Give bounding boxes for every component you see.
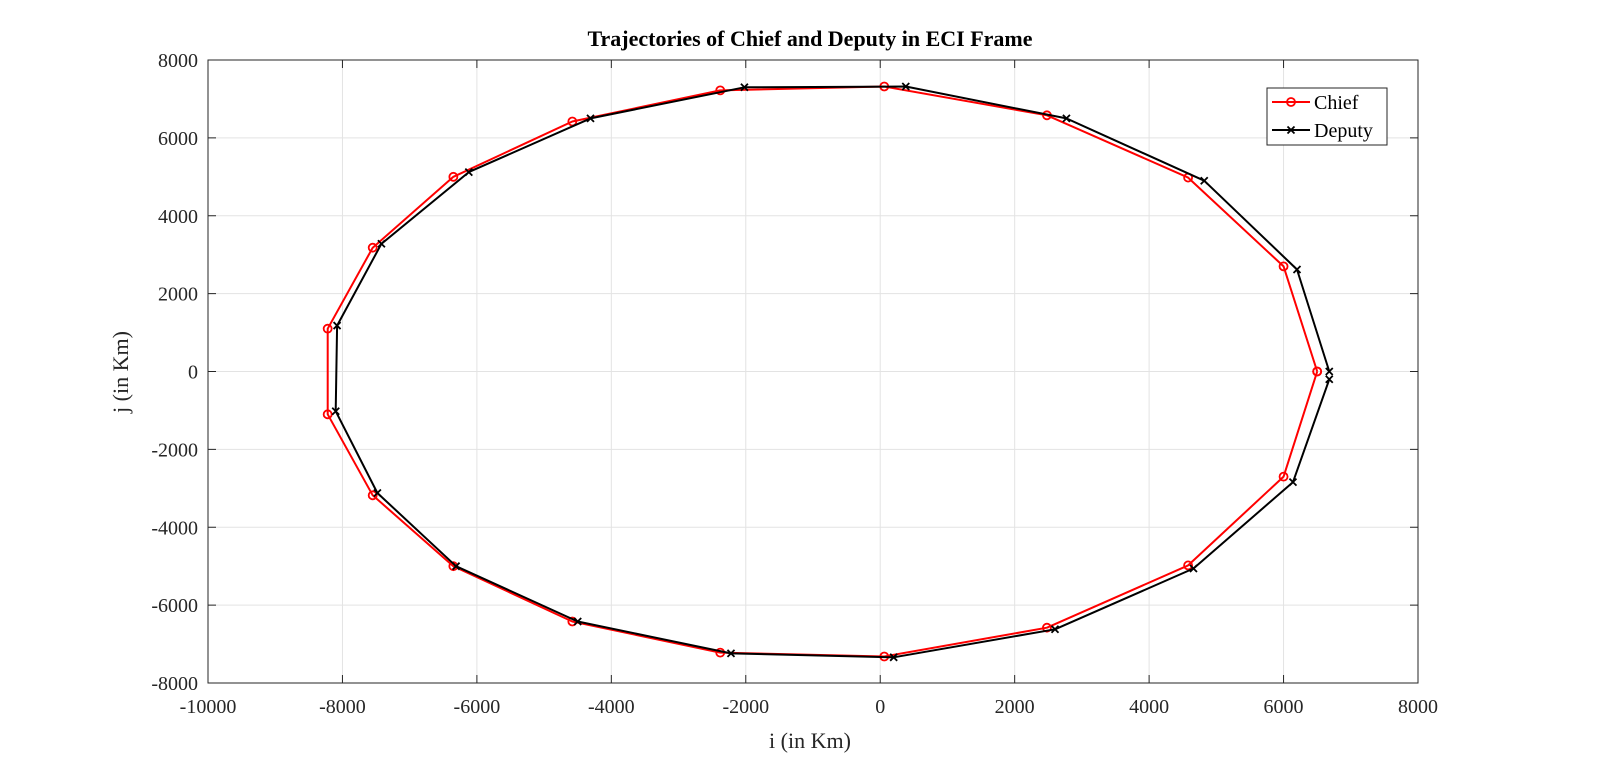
legend-deputy-marker [1286, 125, 1296, 135]
deputy-point [889, 653, 898, 662]
deputy-point [377, 239, 386, 248]
deputy-point [1325, 367, 1334, 376]
deputy-point [573, 617, 582, 626]
deputy-point [451, 562, 461, 571]
deputy-point [726, 649, 736, 658]
deputy-point [464, 168, 473, 177]
y-tick-label: 6000 [158, 128, 198, 150]
x-tick-label: -10000 [180, 696, 237, 718]
legend: Chief Deputy [1266, 87, 1388, 146]
deputy-point [901, 82, 910, 91]
y-tick-label: 8000 [158, 50, 198, 72]
deputy-point [586, 114, 595, 123]
y-tick-label: 0 [188, 362, 198, 384]
x-axis-label: i (in Km) [769, 728, 851, 753]
legend-chief-marker [1286, 97, 1296, 107]
legend-chief-label: Chief [1314, 92, 1359, 114]
x-tick-label: 6000 [1264, 696, 1304, 718]
legend-deputy-label: Deputy [1314, 120, 1373, 142]
deputy-point [1189, 564, 1198, 573]
x-tick-label: 8000 [1398, 696, 1438, 718]
deputy-point [1050, 625, 1060, 634]
y-tick-label: 2000 [158, 284, 198, 306]
y-tick-label: -4000 [151, 517, 198, 539]
deputy-point [1288, 477, 1298, 487]
chief-point [1312, 366, 1323, 377]
y-axis-label: j (in Km) [108, 331, 133, 414]
deputy-point [331, 407, 340, 416]
deputy-point [1325, 375, 1334, 384]
chief-point [322, 409, 333, 420]
deputy-point [740, 83, 749, 92]
x-tick-label: -4000 [588, 696, 635, 718]
y-tick-label: -6000 [151, 595, 198, 617]
x-tick-label: -2000 [722, 696, 769, 718]
x-tick-label: -8000 [319, 696, 366, 718]
x-tick-label: 0 [875, 696, 885, 718]
deputy-point [1062, 114, 1071, 123]
deputy-point [373, 488, 382, 498]
x-tick-label: -6000 [454, 696, 501, 718]
grid-layer [207, 59, 1419, 684]
chief-point [448, 171, 459, 182]
ticks-layer: -10000 -8000 -6000 -4000 -2000 0 2000 4000 6000 8… [151, 50, 1438, 718]
series-layer [322, 81, 1334, 662]
chief-point [367, 242, 378, 253]
deputy-point [1200, 176, 1209, 185]
chief-point [1183, 560, 1193, 571]
deputy-point [332, 321, 342, 330]
y-tick-label: 4000 [158, 206, 198, 228]
deputy-trajectory-line [334, 85, 1331, 659]
deputy-point [1292, 265, 1302, 274]
y-tick-label: -8000 [151, 673, 198, 695]
chief-trajectory-line [326, 85, 1319, 658]
y-tick-label: -2000 [151, 439, 198, 461]
x-tick-label: 4000 [1129, 696, 1169, 718]
chart-title: Trajectories of Chief and Deputy in ECI … [587, 26, 1032, 51]
legend-box [1266, 87, 1388, 146]
chief-point [1278, 261, 1289, 272]
chief-point [1278, 471, 1289, 482]
chief-point [367, 490, 378, 501]
chief-point [322, 323, 333, 334]
x-tick-label: 2000 [995, 696, 1035, 718]
